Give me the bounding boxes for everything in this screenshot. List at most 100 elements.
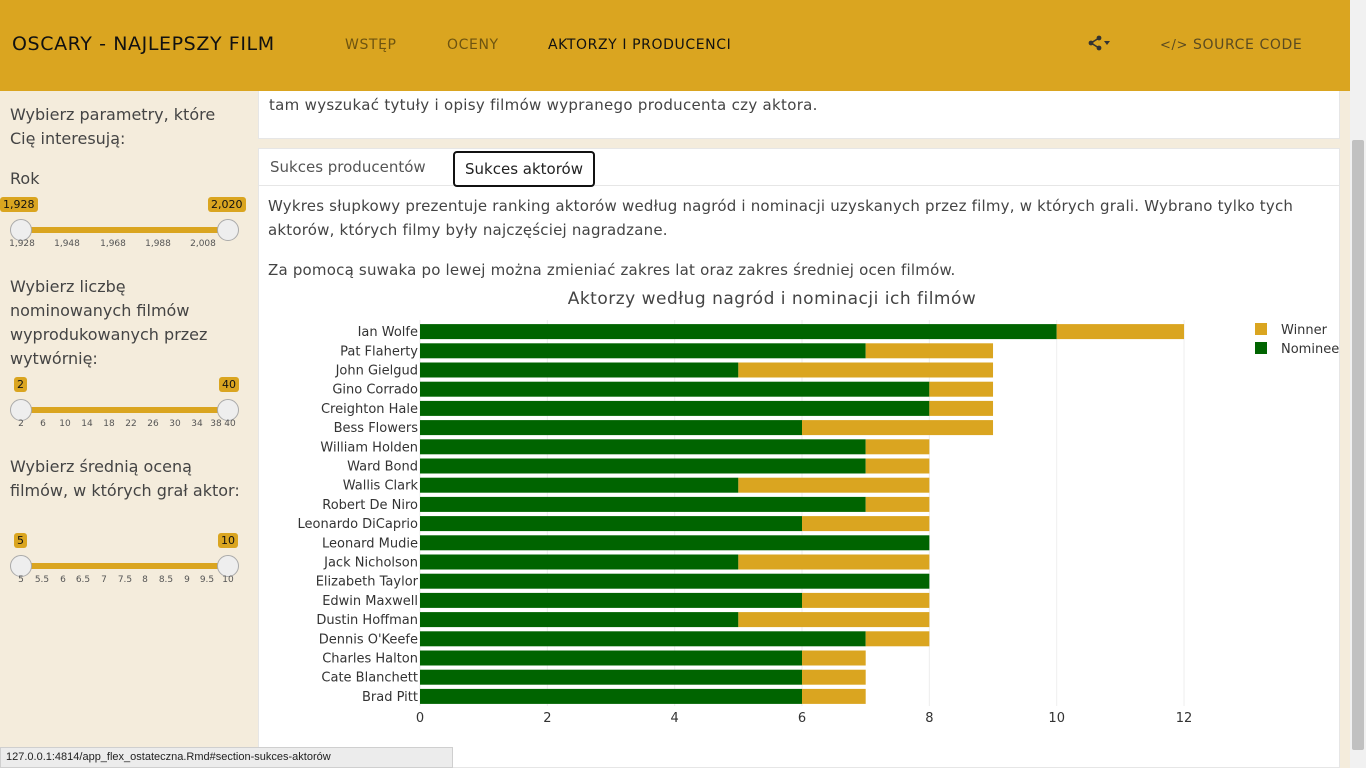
bar-nominee (420, 573, 930, 589)
slider-tick: 7 (101, 575, 107, 585)
chart-bars (420, 324, 1185, 704)
slider-tick: 26 (147, 419, 159, 429)
legend-label-nominee: Nominee (1281, 342, 1339, 357)
y-category-label: Gino Corrado (332, 383, 418, 398)
chart-grid (419, 320, 1185, 706)
chart-legend[interactable]: Winner Nominee (1255, 323, 1339, 357)
slider-tick: 6 (60, 575, 66, 585)
slider-tick: 40 (224, 419, 236, 429)
share-button[interactable] (1088, 35, 1114, 57)
y-category-label: Charles Halton (322, 652, 418, 667)
slider-tick: 2,008 (190, 239, 216, 249)
slider-tick: 1,948 (54, 239, 80, 249)
bar-winner (929, 381, 994, 397)
slider-handle-max[interactable] (217, 219, 239, 241)
bar-nominee (420, 612, 739, 628)
slider-tick: 18 (103, 419, 115, 429)
bar-nominee (420, 477, 739, 493)
slider-tick: 34 (191, 419, 203, 429)
bar-chart: Ian Wolfe Pat Flaherty John Gielgud Gino Co… (298, 289, 1340, 726)
slider-tick: 8.5 (158, 575, 174, 585)
y-category-label: Pat Flaherty (340, 344, 418, 359)
x-tick-label: 0 (416, 711, 424, 726)
x-tick-label: 10 (1048, 711, 1065, 726)
legend-swatch-winner (1255, 323, 1267, 335)
nav-item-wstep[interactable]: WSTĘP (345, 37, 397, 53)
tab-sukces-producentow[interactable]: Sukces producentów (270, 158, 426, 176)
scrollbar-thumb[interactable] (1352, 140, 1364, 750)
y-category-label: Bess Flowers (334, 421, 419, 436)
nav-item-aktorzy[interactable]: AKTORZY I PRODUCENCI (548, 37, 732, 53)
tab-bar: Sukces producentów Sukces aktorów (259, 149, 1339, 187)
x-tick-label: 2 (543, 711, 551, 726)
slider-handle-min[interactable] (10, 219, 32, 241)
code-icon: </> (1160, 38, 1188, 53)
sidebar: Wybierz parametry, które Cię interesują:… (0, 91, 250, 768)
bar-winner (738, 612, 930, 628)
bar-nominee (420, 362, 739, 378)
bar-nominee (420, 439, 866, 455)
bar-nominee (420, 343, 866, 359)
chart-x-labels: 0 2 4 6 8 10 12 (416, 711, 1192, 726)
rating-slider[interactable]: 5 10 5 5.5 6 6.5 7 7.5 8 8.5 9 9.5 10 (10, 533, 239, 601)
bar-nominee (420, 516, 803, 532)
chart-y-labels: Ian Wolfe Pat Flaherty John Gielgud Gino Co… (298, 325, 419, 705)
source-code-link[interactable]: </> SOURCE CODE (1160, 37, 1302, 53)
slider-track (20, 407, 228, 413)
slider-hint: Za pomocą suwaka po lewej można zmieniać… (268, 261, 956, 279)
year-slider[interactable]: 1,928 2,020 1,928 1,948 1,968 1,988 2,00… (0, 197, 246, 265)
nominated-slider[interactable]: 2 40 2 6 10 14 18 22 26 30 34 38 40 (10, 377, 239, 445)
navbar: OSCARY - NAJLEPSZY FILM WSTĘP OCENY AKTO… (0, 0, 1350, 91)
bar-nominee (420, 669, 803, 685)
chart-card: Sukces producentów Sukces aktorów Wykres… (258, 148, 1340, 768)
slider-max-value: 10 (218, 533, 238, 548)
intro-card: tam wyszukać tytuły i opisy filmów wypra… (258, 91, 1340, 139)
nav-item-oceny[interactable]: OCENY (447, 37, 499, 53)
bar-winner (802, 688, 866, 704)
bar-winner (738, 362, 994, 378)
slider-tick: 1,988 (145, 239, 171, 249)
slider-tick: 1,968 (100, 239, 126, 249)
x-tick-label: 4 (671, 711, 679, 726)
slider-handle-max[interactable] (217, 555, 239, 577)
slider-tick: 10 (59, 419, 71, 429)
slider-track (20, 563, 228, 569)
bar-nominee (420, 324, 1057, 340)
bar-nominee (420, 592, 803, 608)
y-category-label: Leonardo DiCaprio (298, 517, 418, 532)
slider-handle-min[interactable] (10, 555, 32, 577)
slider-tick: 9.5 (199, 575, 215, 585)
bar-nominee (420, 631, 866, 647)
bar-nominee (420, 688, 803, 704)
y-category-label: Robert De Niro (322, 498, 418, 513)
bar-winner (1056, 324, 1185, 340)
bar-nominee (420, 381, 930, 397)
y-category-label: Wallis Clark (343, 479, 419, 494)
slider-min-value: 2 (14, 377, 27, 392)
brand-title[interactable]: OSCARY - NAJLEPSZY FILM (12, 33, 275, 55)
y-category-label: Brad Pitt (362, 690, 418, 705)
slider-tick: 7.5 (117, 575, 133, 585)
bar-winner (802, 592, 930, 608)
intro-text: tam wyszukać tytuły i opisy filmów wypra… (269, 96, 818, 114)
y-category-label: Ian Wolfe (358, 325, 418, 340)
slider-tick: 14 (81, 419, 93, 429)
bar-nominee (420, 420, 803, 436)
x-tick-label: 6 (798, 711, 806, 726)
legend-label-winner: Winner (1281, 323, 1328, 338)
y-category-label: William Holden (320, 440, 418, 455)
tab-sukces-aktorow[interactable]: Sukces aktorów (453, 151, 595, 187)
slider-max-value: 40 (219, 377, 239, 392)
slider-handle-min[interactable] (10, 399, 32, 421)
page-scrollbar[interactable] (1350, 0, 1366, 768)
source-code-label: SOURCE CODE (1193, 37, 1303, 53)
slider-tick: 5 (18, 575, 24, 585)
bar-nominee (420, 535, 930, 551)
bar-winner (802, 669, 866, 685)
slider-tick: 2 (18, 419, 24, 429)
bar-nominee (420, 650, 803, 666)
bar-winner (802, 420, 994, 436)
slider-handle-max[interactable] (217, 399, 239, 421)
bar-nominee (420, 458, 866, 474)
bar-winner (802, 516, 930, 532)
